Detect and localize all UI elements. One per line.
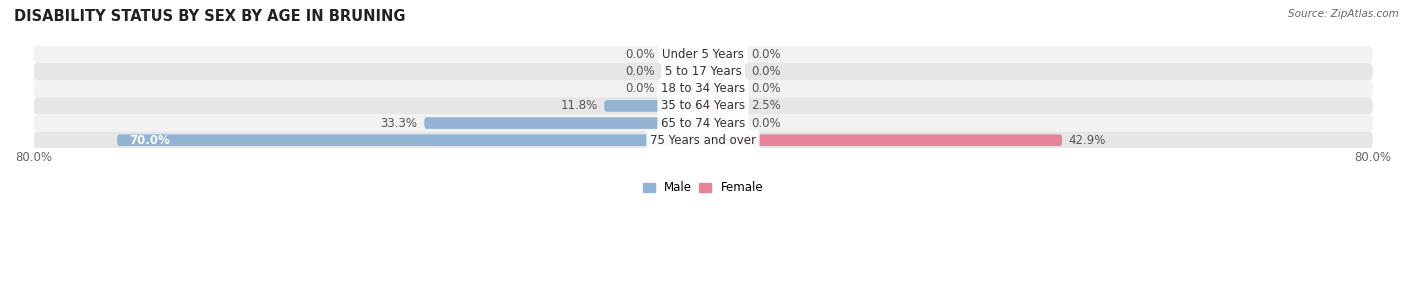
Text: Under 5 Years: Under 5 Years (662, 48, 744, 61)
FancyBboxPatch shape (661, 83, 703, 95)
Text: 18 to 34 Years: 18 to 34 Years (661, 82, 745, 95)
Text: 0.0%: 0.0% (624, 48, 654, 61)
Legend: Male, Female: Male, Female (638, 177, 768, 199)
Text: 65 to 74 Years: 65 to 74 Years (661, 117, 745, 130)
FancyBboxPatch shape (661, 48, 703, 60)
Text: 2.5%: 2.5% (752, 99, 782, 112)
Text: 0.0%: 0.0% (752, 82, 782, 95)
Text: 42.9%: 42.9% (1069, 134, 1107, 147)
FancyBboxPatch shape (703, 83, 745, 95)
FancyBboxPatch shape (703, 135, 1062, 146)
FancyBboxPatch shape (425, 117, 703, 129)
Text: 0.0%: 0.0% (752, 48, 782, 61)
Text: 0.0%: 0.0% (752, 65, 782, 78)
FancyBboxPatch shape (703, 48, 745, 60)
FancyBboxPatch shape (34, 97, 1372, 114)
Text: 75 Years and over: 75 Years and over (650, 134, 756, 147)
Text: 0.0%: 0.0% (624, 65, 654, 78)
FancyBboxPatch shape (34, 46, 1372, 63)
Text: 35 to 64 Years: 35 to 64 Years (661, 99, 745, 112)
Text: 11.8%: 11.8% (561, 99, 598, 112)
Text: 70.0%: 70.0% (129, 134, 170, 147)
FancyBboxPatch shape (703, 100, 724, 112)
Text: 33.3%: 33.3% (381, 117, 418, 130)
FancyBboxPatch shape (34, 114, 1372, 132)
FancyBboxPatch shape (703, 117, 745, 129)
Text: Source: ZipAtlas.com: Source: ZipAtlas.com (1288, 9, 1399, 19)
Text: 0.0%: 0.0% (624, 82, 654, 95)
FancyBboxPatch shape (34, 132, 1372, 149)
Text: DISABILITY STATUS BY SEX BY AGE IN BRUNING: DISABILITY STATUS BY SEX BY AGE IN BRUNI… (14, 9, 405, 24)
Text: 0.0%: 0.0% (752, 117, 782, 130)
FancyBboxPatch shape (703, 66, 745, 77)
FancyBboxPatch shape (117, 135, 703, 146)
FancyBboxPatch shape (605, 100, 703, 112)
FancyBboxPatch shape (34, 80, 1372, 97)
FancyBboxPatch shape (661, 66, 703, 77)
Text: 5 to 17 Years: 5 to 17 Years (665, 65, 741, 78)
FancyBboxPatch shape (34, 63, 1372, 80)
